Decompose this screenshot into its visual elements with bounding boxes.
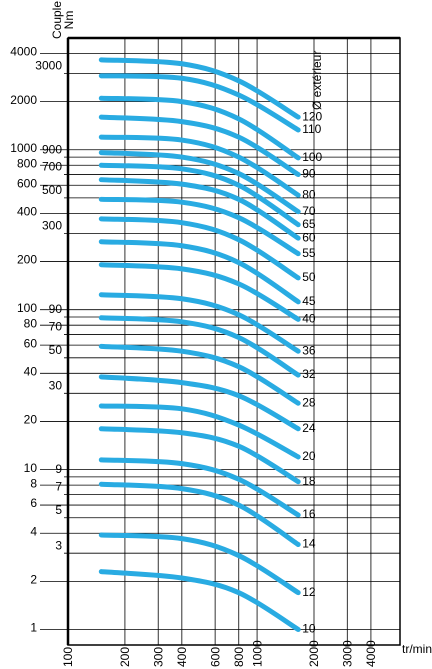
y-tick-label: 80 (24, 316, 38, 330)
series-label: 18 (302, 474, 316, 488)
series-label: 55 (302, 246, 316, 260)
series-line (98, 426, 301, 485)
series-line (98, 177, 301, 241)
x-tick-label: 800 (232, 647, 246, 667)
series-label: 14 (302, 537, 316, 551)
series-line (98, 95, 301, 161)
x-tick-label: 3000 (340, 640, 354, 667)
y-tick-label: 8 (30, 476, 37, 490)
series-label: 24 (302, 421, 316, 435)
series-label: 70 (302, 204, 316, 218)
y-tick-label: 60 (24, 336, 38, 350)
series-line (98, 569, 301, 633)
y-tick-label: 2 (30, 573, 37, 587)
series-line (98, 114, 301, 178)
x-tick-label: 600 (208, 647, 222, 667)
y-tick-label: 10 (24, 461, 38, 475)
y-tick-label: 50 (49, 343, 63, 357)
y-tick-label: 40 (24, 364, 38, 378)
series-label: 16 (302, 507, 316, 521)
y-tick-label: 500 (42, 183, 62, 197)
y-tick-label: 100 (17, 301, 37, 315)
series-line (98, 374, 301, 432)
y-tick-label: 5 (55, 503, 62, 517)
series-line (98, 343, 301, 406)
y-tick-label: 4000 (10, 45, 37, 59)
y-tick-label: 900 (42, 142, 62, 156)
y-tick-label: 7 (55, 480, 62, 494)
y-tick-label: 1000 (10, 141, 37, 155)
series-line (98, 150, 301, 215)
series-label: 10 (302, 622, 316, 636)
series-line (98, 162, 301, 228)
x-axis-label: tr/min (402, 642, 432, 656)
y-axis-label: Couple (50, 1, 64, 39)
series-line (98, 216, 301, 281)
x-tick-label: 4000 (364, 640, 378, 667)
series-label: 110 (302, 122, 321, 136)
series-line (98, 57, 301, 120)
y-tick-label: 9 (55, 462, 62, 476)
series-label: 36 (302, 343, 316, 357)
series-label: 120 (302, 109, 322, 123)
x-tick-label: 2000 (307, 640, 321, 667)
y-tick-label: 30 (49, 378, 63, 392)
y-tick-label: 800 (17, 156, 37, 170)
y-tick-label: 600 (17, 176, 37, 190)
series-line (98, 532, 301, 596)
series-line (98, 481, 301, 548)
y-tick-label: 1 (30, 621, 37, 635)
series-label: 32 (302, 367, 316, 381)
x-tick-label: 200 (118, 647, 132, 667)
series-label: 20 (302, 449, 316, 463)
legend-title: Ø extérieur (310, 51, 324, 110)
series-line (98, 457, 301, 518)
series-label: 60 (302, 230, 316, 244)
series-line (98, 315, 301, 378)
x-tick-label: 400 (175, 647, 189, 667)
series-label: 65 (302, 217, 316, 231)
series-line (98, 239, 301, 305)
y-axis-unit: Nm (62, 11, 76, 30)
series-label: 80 (302, 187, 316, 201)
series-label: 40 (302, 312, 316, 326)
y-tick-label: 70 (49, 320, 63, 334)
y-tick-label: 20 (24, 413, 38, 427)
y-tick-label: 6 (30, 496, 37, 510)
series-label: 28 (302, 395, 316, 409)
y-tick-label: 2000 (10, 93, 37, 107)
x-tick-label: 100 (61, 647, 75, 667)
series-label: 90 (302, 167, 316, 181)
series-line (98, 262, 301, 322)
series-label: 50 (302, 270, 316, 284)
x-tick-label: 300 (151, 647, 165, 667)
y-tick-label: 300 (42, 219, 62, 233)
series-line (98, 403, 301, 460)
series-line (98, 196, 301, 257)
y-tick-label: 90 (49, 302, 63, 316)
y-tick-label: 200 (17, 253, 37, 267)
y-tick-label: 3 (55, 538, 62, 552)
series-label: 100 (302, 150, 322, 164)
y-tick-label: 400 (17, 205, 37, 219)
series-label: 45 (302, 294, 316, 308)
series-line (98, 73, 301, 133)
y-tick-label: 700 (42, 160, 62, 174)
series-line (98, 134, 301, 198)
series-line (98, 292, 301, 354)
x-tick-label: 1000 (250, 640, 264, 667)
y-tick-label: 4 (30, 524, 37, 538)
y-tick-label: 3000 (35, 59, 62, 73)
series-label: 12 (302, 585, 316, 599)
